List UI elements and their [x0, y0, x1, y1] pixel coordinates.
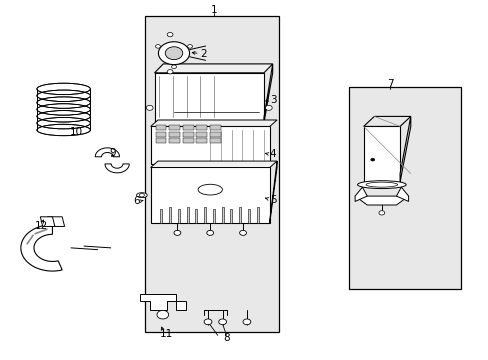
Circle shape: [165, 47, 183, 60]
Circle shape: [171, 65, 176, 68]
Bar: [210, 138, 221, 143]
Polygon shape: [269, 161, 277, 223]
Bar: [155, 131, 166, 136]
Circle shape: [167, 69, 173, 74]
Ellipse shape: [357, 181, 406, 189]
Circle shape: [167, 32, 173, 37]
Circle shape: [157, 310, 168, 319]
Bar: [169, 138, 180, 143]
Bar: [38, 89, 89, 130]
Text: 5: 5: [269, 195, 276, 204]
Bar: [169, 131, 180, 136]
Circle shape: [155, 45, 160, 48]
Bar: [155, 125, 166, 130]
Polygon shape: [354, 187, 366, 202]
Circle shape: [239, 230, 246, 235]
Bar: [210, 125, 221, 130]
Circle shape: [203, 319, 211, 325]
Bar: [169, 125, 180, 130]
Polygon shape: [230, 207, 241, 223]
Bar: [196, 138, 207, 143]
Bar: [210, 131, 221, 136]
Text: 2: 2: [201, 49, 207, 59]
Polygon shape: [160, 207, 171, 223]
Text: 6: 6: [133, 197, 140, 206]
Text: 3: 3: [269, 95, 276, 105]
Bar: [348, 87, 460, 289]
Ellipse shape: [366, 182, 397, 187]
Circle shape: [158, 42, 189, 64]
Bar: [144, 16, 278, 332]
Circle shape: [378, 211, 384, 215]
Text: 12: 12: [35, 221, 48, 231]
Polygon shape: [150, 126, 269, 164]
Bar: [196, 131, 207, 136]
Text: 7: 7: [386, 78, 393, 89]
Bar: [155, 138, 166, 143]
Polygon shape: [363, 116, 410, 126]
Polygon shape: [212, 207, 223, 223]
Polygon shape: [105, 164, 129, 173]
Circle shape: [174, 230, 181, 235]
Polygon shape: [95, 148, 119, 157]
Circle shape: [187, 45, 192, 48]
Bar: [183, 131, 193, 136]
Text: 1: 1: [211, 5, 217, 15]
Polygon shape: [354, 196, 408, 205]
Circle shape: [139, 193, 144, 197]
Polygon shape: [154, 73, 264, 123]
Bar: [183, 125, 193, 130]
Text: 8: 8: [223, 333, 229, 343]
Circle shape: [265, 105, 272, 111]
Text: 9: 9: [109, 148, 116, 158]
Circle shape: [218, 319, 226, 325]
Polygon shape: [264, 64, 272, 123]
Bar: [183, 138, 193, 143]
Polygon shape: [47, 217, 64, 226]
Circle shape: [243, 319, 250, 325]
Ellipse shape: [136, 193, 147, 198]
Bar: [196, 125, 207, 130]
Circle shape: [370, 158, 374, 161]
Ellipse shape: [198, 184, 222, 195]
Polygon shape: [40, 217, 55, 226]
Polygon shape: [247, 207, 258, 223]
Polygon shape: [396, 187, 408, 202]
Text: 4: 4: [269, 149, 276, 159]
Text: 11: 11: [160, 329, 173, 339]
Circle shape: [206, 230, 213, 235]
Polygon shape: [178, 207, 188, 223]
Polygon shape: [399, 116, 410, 182]
Polygon shape: [150, 120, 277, 126]
Polygon shape: [363, 126, 399, 182]
Polygon shape: [195, 207, 205, 223]
Polygon shape: [21, 225, 62, 271]
Circle shape: [146, 105, 153, 111]
Polygon shape: [154, 64, 272, 73]
Polygon shape: [150, 161, 277, 167]
Polygon shape: [140, 294, 186, 310]
Text: 10: 10: [70, 127, 83, 137]
Polygon shape: [150, 167, 269, 223]
